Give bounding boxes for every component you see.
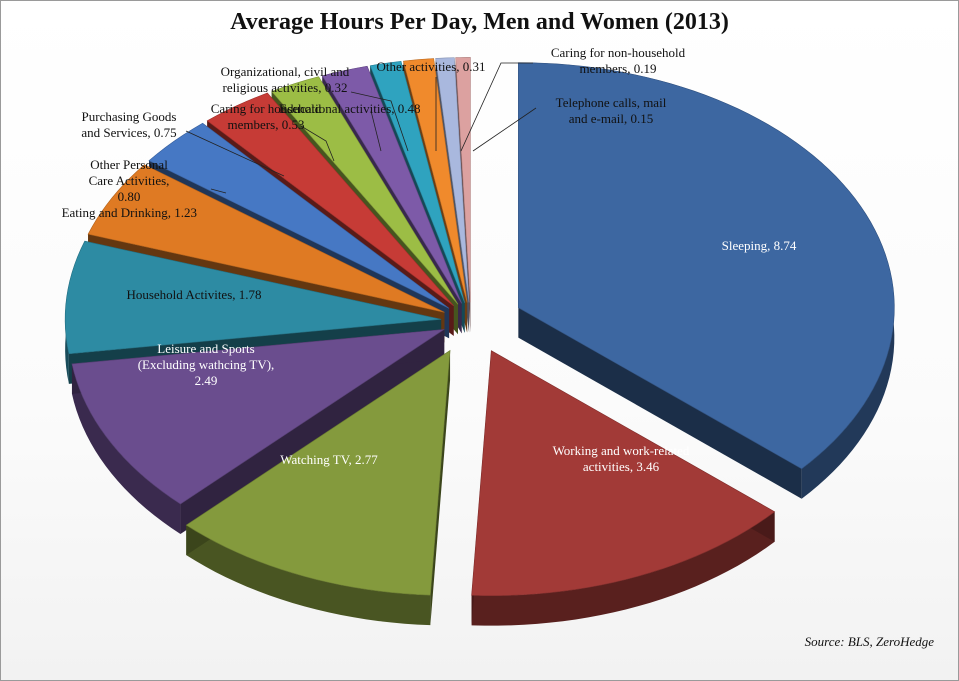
slice-cut-leisure-and-sports-excluding-wathcing-tv-0	[180, 329, 445, 534]
slice-side-leisure-and-sports-excluding-wathcing-tv	[71, 363, 181, 534]
slice-label-telephone-calls-mail-and-e-mail: Telephone calls, mail and e-mail, 0.15	[556, 95, 667, 126]
slice-label-other-personal-care-activities: Other Personal Care Activities, 0.80	[89, 157, 170, 204]
source-note: Source: BLS, ZeroHedge	[804, 634, 934, 649]
slice-top-telephone-calls-mail-and-e-mail	[455, 57, 471, 303]
slice-label-working-and-work-related-activities: Working and work-related activities, 3.46	[553, 443, 690, 474]
pie-slice-watching-tv	[185, 349, 451, 626]
slice-top-caring-for-household-members	[271, 76, 459, 305]
slice-side-working-and-work-related-activities	[471, 511, 775, 626]
slice-label-caring-for-non-household-members: Caring for non-household members, 0.19	[551, 45, 686, 76]
slice-top-organizational-civil-and-religious-activities	[369, 61, 465, 303]
leader-line-caring-for-household-members	[300, 125, 335, 162]
slice-label-household-activites: Household Activites, 1.78	[126, 287, 261, 302]
slice-top-educational-activities	[321, 65, 462, 304]
slice-label-other-activities: Other activities, 0.31	[376, 59, 485, 74]
leader-line-telephone-calls-mail-and-e-mail	[472, 107, 537, 152]
slice-top-household-activites	[64, 240, 442, 355]
slice-label-watching-tv: Watching TV, 2.77	[280, 452, 378, 467]
leader-line-other-personal-care-activities	[210, 188, 227, 194]
slice-label-eating-and-drinking: Eating and Drinking, 1.23	[62, 205, 197, 220]
slice-top-caring-for-non-household-members	[435, 57, 470, 303]
slice-label-caring-for-household-members: Caring for household members, 0.53	[211, 101, 322, 132]
slice-top-purchasing-goods-and-services	[206, 92, 454, 307]
leader-line-purchasing-goods-and-services	[185, 130, 285, 177]
leader-line-organizational-civil-and-religious-activities	[350, 91, 409, 152]
slice-label-organizational-civil-and-religious-activities: Organizational, civil and religious activ…	[221, 64, 350, 95]
slice-top-other-personal-care-activities	[148, 122, 450, 309]
slice-side-watching-tv	[186, 525, 431, 626]
slice-top-leisure-and-sports-excluding-wathcing-tv	[71, 329, 445, 505]
slice-cut-sleeping-1	[518, 307, 802, 499]
slice-label-sleeping: Sleeping, 8.74	[722, 238, 797, 253]
slice-top-sleeping	[518, 62, 895, 470]
chart-title: Average Hours Per Day, Men and Women (20…	[230, 9, 729, 35]
slice-label-educational-activities: Educational activities, 0.48	[279, 101, 421, 116]
pie-slice-leisure-and-sports-excluding-wathcing-tv	[71, 329, 445, 534]
slice-top-working-and-work-related-activities	[471, 350, 776, 596]
slice-label-leisure-and-sports-excluding-wathcing-tv: Leisure and Sports (Excluding wathcing TV…	[138, 341, 275, 388]
slice-cut-watching-tv-0	[430, 350, 451, 626]
pie-slice-working-and-work-related-activities	[471, 350, 776, 626]
leader-line-educational-activities	[370, 110, 382, 152]
slice-top-other-activities	[403, 58, 468, 303]
slice-top-eating-and-drinking	[87, 164, 445, 313]
leader-line-caring-for-non-household-members	[460, 62, 533, 152]
pie-slice-sleeping	[518, 62, 895, 499]
slice-label-purchasing-goods-and-services: Purchasing Goods and Services, 0.75	[81, 109, 176, 140]
slice-top-watching-tv	[185, 349, 451, 596]
